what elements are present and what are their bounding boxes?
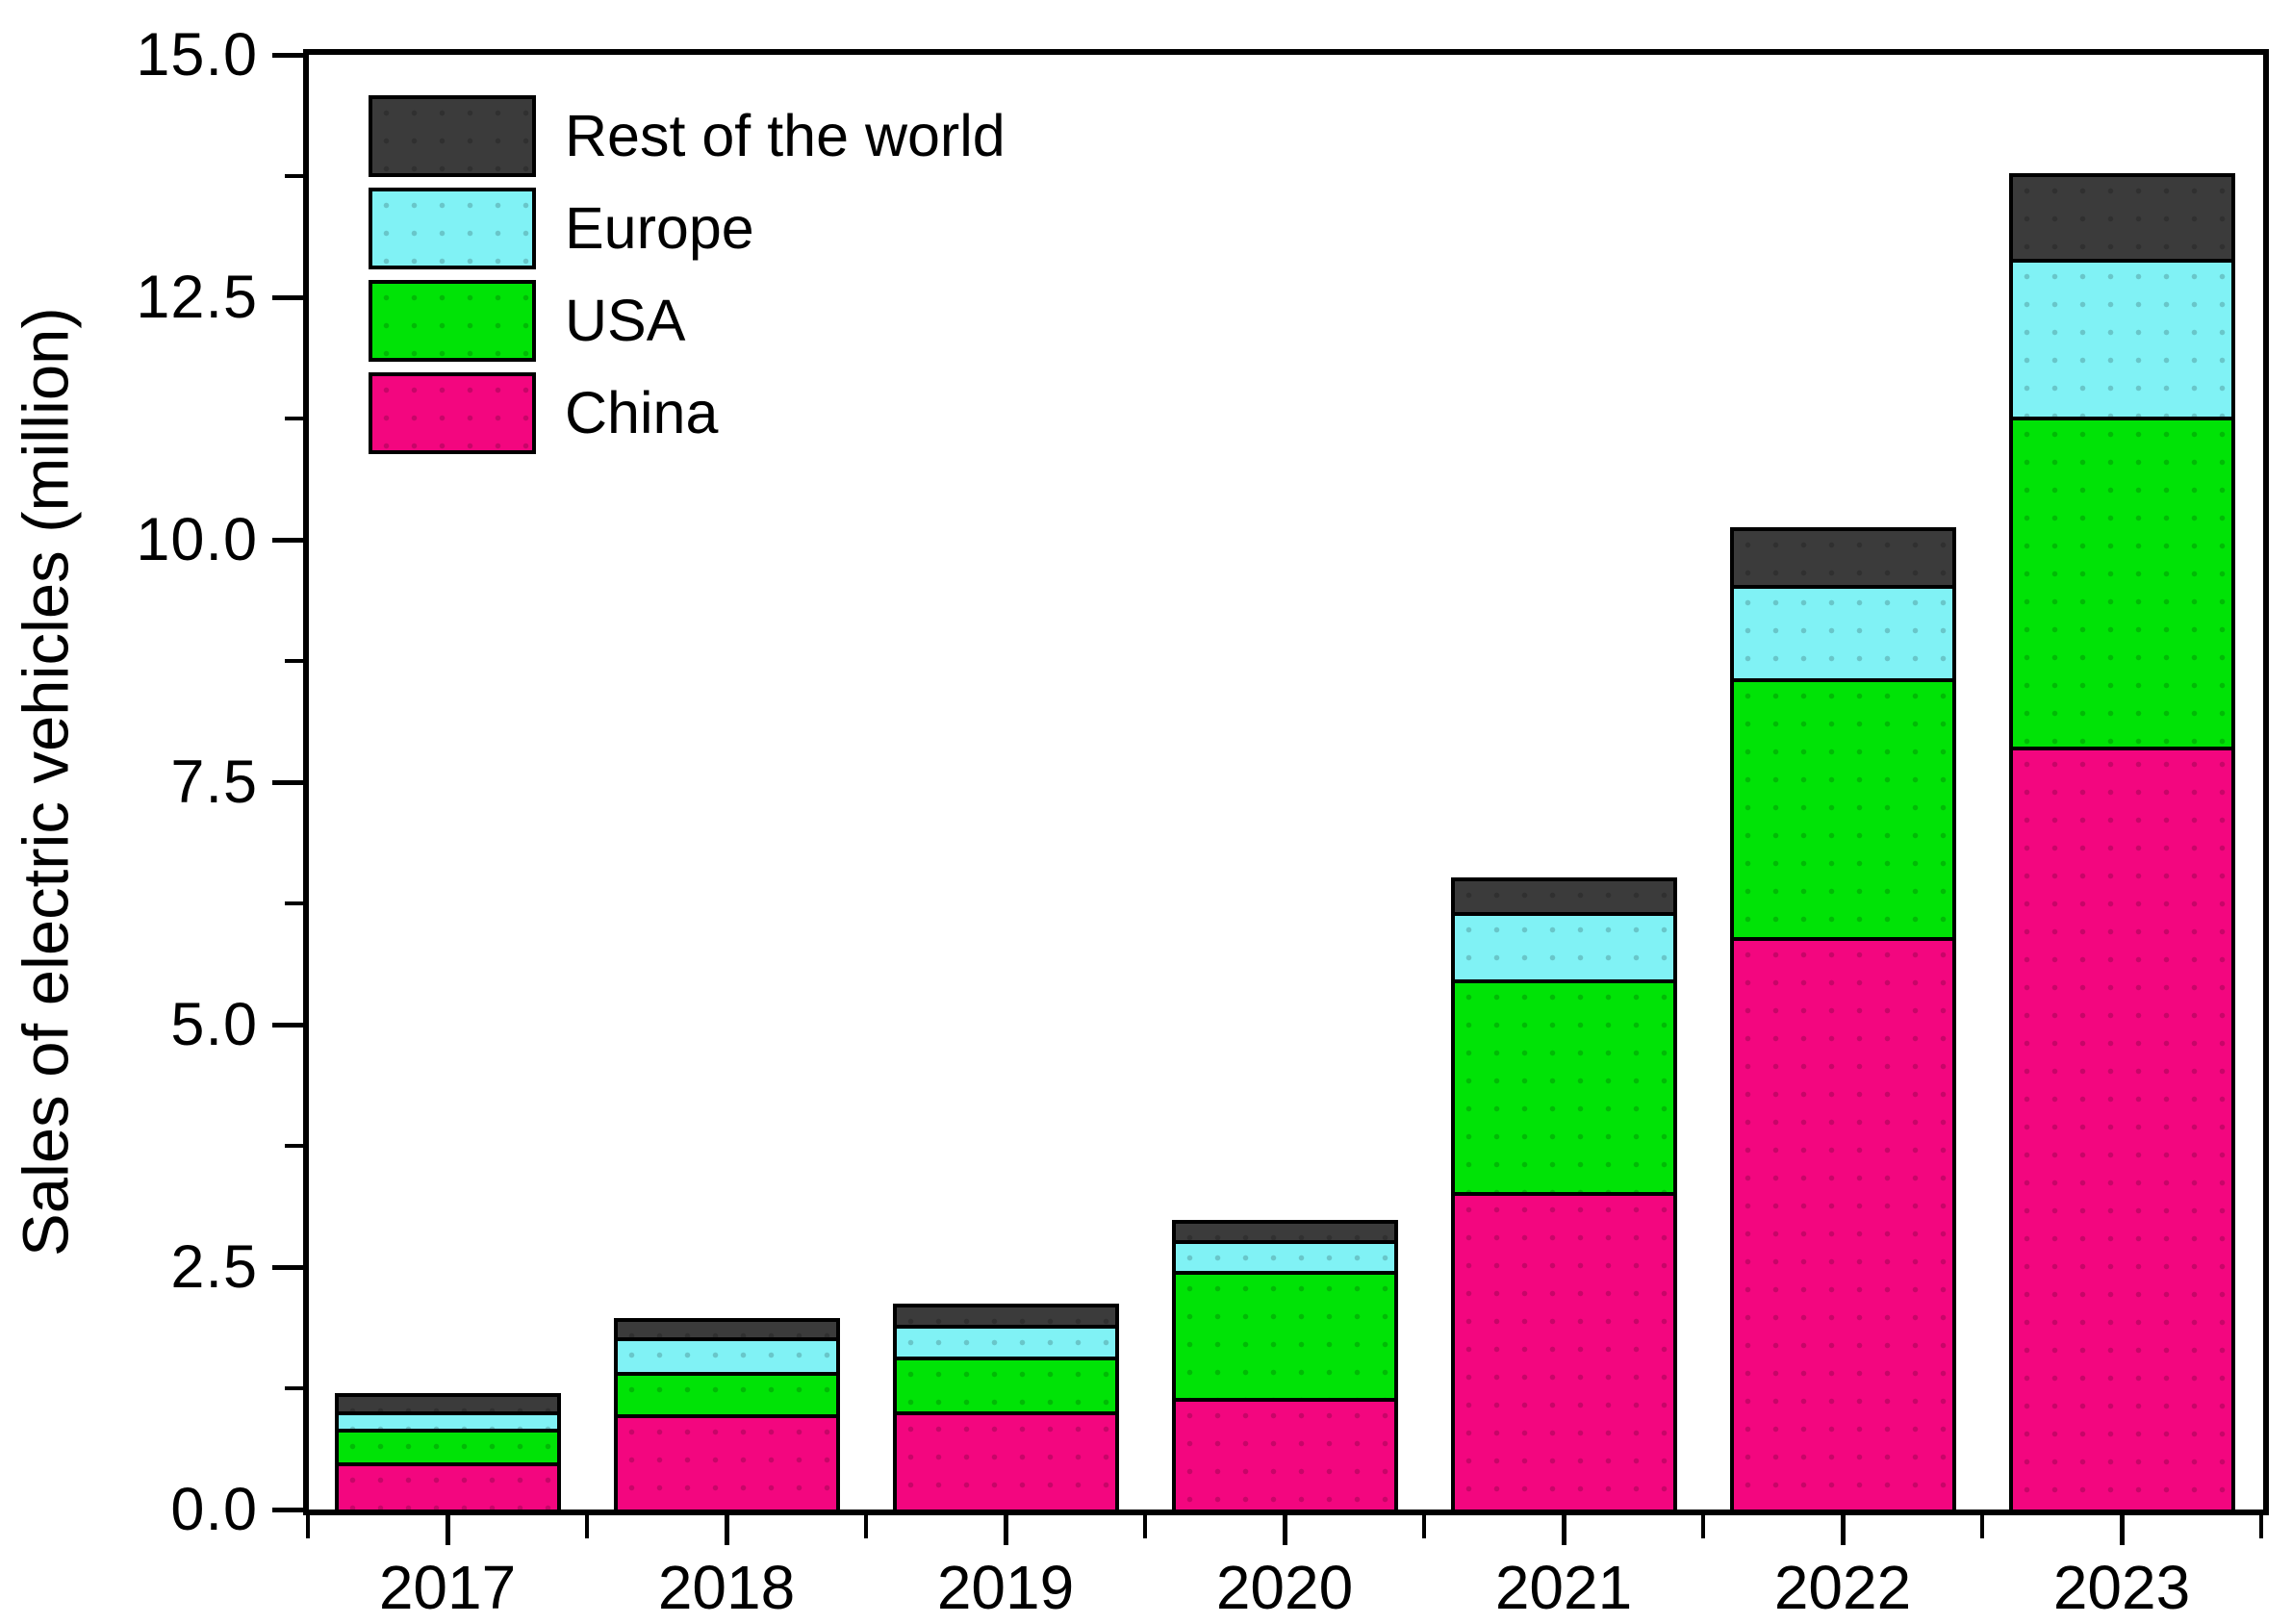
x-axis-major-tick <box>1003 1515 1008 1545</box>
bar-2021 <box>1450 876 1677 1510</box>
bar-2023 <box>2008 172 2235 1510</box>
bar-2022 <box>1729 526 1956 1510</box>
x-axis-minor-tick <box>306 1515 310 1538</box>
y-axis-major-tick <box>272 294 303 300</box>
legend-item-rest-of-the-world: Rest of the world <box>369 95 1006 177</box>
bar-2022-segment-china <box>1733 936 1952 1510</box>
bar-2023-segment-rest-of-the-world <box>2012 176 2231 259</box>
legend-label: China <box>565 380 719 445</box>
bar-2017-segment-rest-of-the-world <box>338 1397 557 1411</box>
x-axis-tick-label: 2022 <box>1773 1553 1912 1622</box>
y-axis-major-tick <box>272 52 303 58</box>
x-axis-tick-label: 2020 <box>1215 1553 1354 1622</box>
bar-2021-segment-usa <box>1454 979 1673 1193</box>
legend-item-europe: Europe <box>369 188 1006 269</box>
y-axis-major-tick <box>272 1264 303 1270</box>
bar-2019-segment-china <box>896 1411 1115 1510</box>
plot-area: Rest of the world Europe USA China <box>303 49 2269 1515</box>
bar-2022-segment-europe <box>1733 585 1952 678</box>
bar-2018-segment-europe <box>617 1337 836 1372</box>
x-axis-tick-label: 2018 <box>657 1553 796 1622</box>
x-axis-minor-tick <box>1422 1515 1426 1538</box>
bar-2021-segment-rest-of-the-world <box>1454 880 1673 913</box>
y-axis-major-tick <box>272 779 303 785</box>
x-axis-major-tick <box>2119 1515 2125 1545</box>
bar-2019-segment-rest-of-the-world <box>896 1307 1115 1326</box>
x-axis-major-tick <box>724 1515 729 1545</box>
x-axis-minor-tick <box>585 1515 589 1538</box>
y-axis-minor-tick <box>285 174 303 178</box>
y-axis-major-tick <box>272 537 303 543</box>
x-axis-minor-tick <box>1143 1515 1147 1538</box>
x-axis-tick-label: 2017 <box>378 1553 517 1622</box>
y-axis-tick-label: 5.0 <box>170 991 258 1058</box>
legend-swatch-icon <box>369 188 536 269</box>
bar-2022-segment-usa <box>1733 677 1952 937</box>
bar-2021-segment-china <box>1454 1192 1673 1510</box>
bar-2021-segment-europe <box>1454 912 1673 980</box>
bar-2017-segment-europe <box>338 1410 557 1429</box>
bar-2018 <box>613 1318 840 1510</box>
y-axis-minor-tick <box>285 1386 303 1390</box>
bar-2023-segment-usa <box>2012 417 2231 747</box>
y-axis-tick-label: 7.5 <box>170 749 258 816</box>
x-axis-minor-tick <box>1980 1515 1984 1538</box>
y-axis-minor-tick <box>285 659 303 663</box>
bar-2022-segment-rest-of-the-world <box>1733 530 1952 586</box>
bar-2023-segment-europe <box>2012 258 2231 418</box>
y-axis-minor-tick <box>285 901 303 905</box>
x-axis-major-tick <box>1840 1515 1846 1545</box>
bar-2023-segment-china <box>2012 746 2231 1510</box>
legend-swatch-icon <box>369 280 536 362</box>
bar-2020-segment-china <box>1175 1398 1394 1510</box>
bar-2020 <box>1171 1219 1398 1510</box>
y-axis-major-tick <box>272 1022 303 1028</box>
legend-label: Europe <box>565 195 754 261</box>
bar-2020-segment-europe <box>1175 1239 1394 1272</box>
legend-swatch-icon <box>369 372 536 454</box>
bar-2019-segment-usa <box>896 1356 1115 1412</box>
y-axis-major-tick <box>272 1507 303 1512</box>
y-axis-tick-label: 0.0 <box>170 1476 258 1543</box>
y-axis-tick-label: 2.5 <box>170 1233 258 1301</box>
bar-2018-segment-usa <box>617 1371 836 1414</box>
bar-2019-segment-europe <box>896 1325 1115 1357</box>
x-axis-tick-label: 2019 <box>936 1553 1075 1622</box>
x-axis-major-tick <box>445 1515 450 1545</box>
y-axis-tick-label: 10.0 <box>136 506 258 573</box>
y-axis-minor-tick <box>285 417 303 420</box>
x-axis-major-tick <box>1561 1515 1566 1545</box>
y-axis-tick-label: 15.0 <box>136 21 258 89</box>
y-axis-minor-tick <box>285 1144 303 1148</box>
x-axis-major-tick <box>1282 1515 1287 1545</box>
y-axis-tick-label: 12.5 <box>136 264 258 331</box>
legend: Rest of the world Europe USA China <box>369 95 1006 465</box>
bar-2020-segment-rest-of-the-world <box>1175 1223 1394 1240</box>
bar-2018-segment-china <box>617 1413 836 1510</box>
legend-swatch-icon <box>369 95 536 177</box>
x-axis-minor-tick <box>1701 1515 1705 1538</box>
bar-2017 <box>334 1393 561 1510</box>
bar-2019 <box>892 1304 1119 1510</box>
legend-item-china: China <box>369 372 1006 454</box>
legend-item-usa: USA <box>369 280 1006 362</box>
x-axis-minor-tick <box>864 1515 868 1538</box>
x-axis-minor-tick <box>2259 1515 2263 1538</box>
x-axis-tick-label: 2021 <box>1494 1553 1633 1622</box>
legend-label: Rest of the world <box>565 103 1006 168</box>
bar-2020-segment-usa <box>1175 1271 1394 1399</box>
bar-2017-segment-china <box>338 1461 557 1510</box>
x-axis-tick-label: 2023 <box>2052 1553 2191 1622</box>
bar-2017-segment-usa <box>338 1428 557 1462</box>
legend-label: USA <box>565 288 686 353</box>
bar-2018-segment-rest-of-the-world <box>617 1322 836 1338</box>
